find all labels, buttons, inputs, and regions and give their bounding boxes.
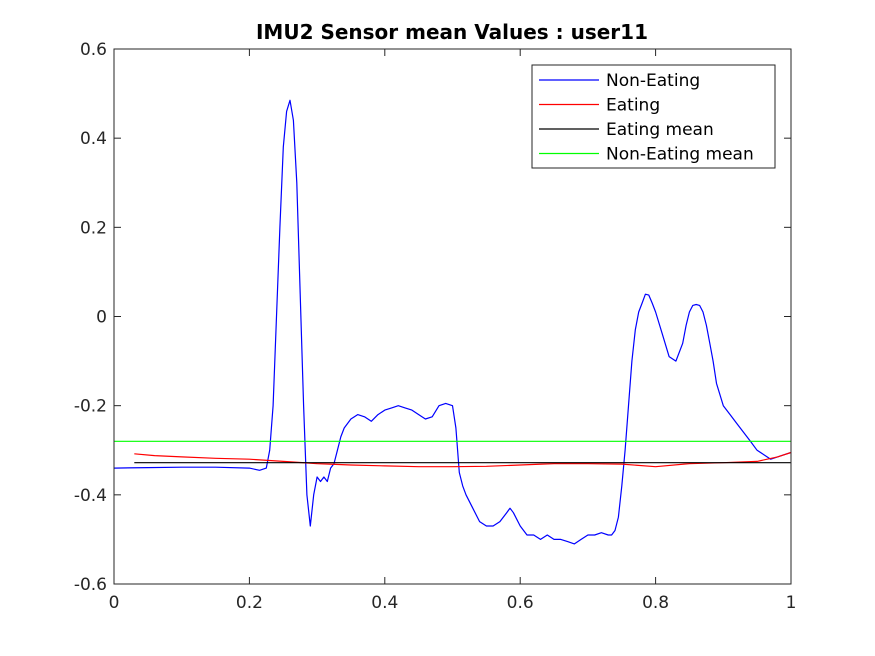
y-tick-label: 0.2 (80, 218, 107, 238)
y-tick-label: 0.6 (80, 40, 107, 60)
x-tick-label: 0.6 (507, 593, 534, 613)
legend-label-1: Eating (606, 96, 660, 116)
x-tick-label: 0.2 (236, 593, 263, 613)
legend-label-3: Non-Eating mean (606, 145, 754, 165)
legend-label-0: Non-Eating (606, 71, 700, 91)
legend-entries: Non-Eating Eating Eating mean Non-Eating me… (539, 71, 754, 165)
legend-label-2: Eating mean (606, 120, 714, 140)
y-tick-label: 0 (96, 308, 107, 328)
chart-title: IMU2 Sensor mean Values : user11 (256, 20, 648, 44)
ticks-layer: 0 0.2 0.4 0.6 0.8 1 -0.6 -0.4 -0.2 0 0.2 0.4 0.6 (74, 40, 797, 613)
y-tick-label: -0.4 (74, 486, 107, 506)
y-tick-label: -0.6 (74, 575, 107, 595)
series-layer (113, 99, 792, 545)
x-tick-label: 0.4 (371, 593, 398, 613)
x-tick-label: 0.8 (642, 593, 669, 613)
y-tick-label: -0.2 (74, 397, 107, 417)
x-tick-label: 1 (786, 593, 797, 613)
x-tick-label: 0 (109, 593, 120, 613)
series-line-0 (113, 99, 792, 545)
y-tick-label: 0.4 (80, 129, 107, 149)
legend: Non-Eating Eating Eating mean Non-Eating me… (531, 64, 776, 169)
legend-box (531, 64, 776, 169)
